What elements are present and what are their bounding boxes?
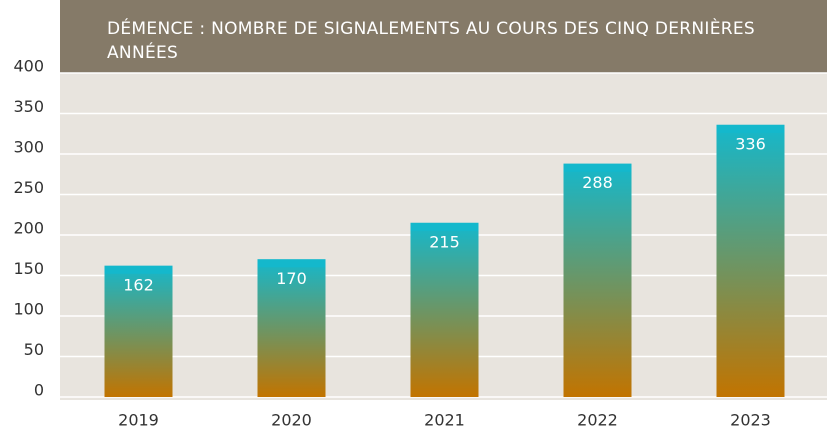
x-tick-label: 2019 bbox=[118, 411, 159, 430]
bar-cap bbox=[104, 265, 173, 274]
value-label: 162 bbox=[123, 275, 154, 294]
bar bbox=[257, 259, 326, 397]
y-tick-label: 300 bbox=[13, 138, 44, 157]
y-tick-label: 100 bbox=[13, 300, 44, 319]
y-tick-label: 350 bbox=[13, 97, 44, 116]
bar-cap bbox=[257, 259, 326, 268]
value-label: 170 bbox=[276, 269, 307, 288]
y-tick-label: 50 bbox=[24, 340, 44, 359]
bar bbox=[563, 163, 632, 397]
bar-cap bbox=[716, 124, 785, 133]
value-label: 215 bbox=[429, 232, 460, 251]
y-tick-label: 400 bbox=[13, 57, 44, 76]
y-tick-label: 250 bbox=[13, 178, 44, 197]
bar bbox=[104, 265, 173, 397]
bar bbox=[716, 124, 785, 397]
y-tick-label: 0 bbox=[34, 381, 44, 400]
y-tick-label: 150 bbox=[13, 259, 44, 278]
bar-cap bbox=[563, 163, 632, 172]
bar bbox=[410, 222, 479, 397]
x-tick-label: 2020 bbox=[271, 411, 312, 430]
bar-cap bbox=[410, 222, 479, 231]
title-band bbox=[60, 0, 827, 73]
x-tick-label: 2021 bbox=[424, 411, 465, 430]
value-label: 288 bbox=[582, 173, 613, 192]
y-tick-label: 200 bbox=[13, 219, 44, 238]
x-tick-label: 2023 bbox=[730, 411, 771, 430]
value-label: 336 bbox=[735, 134, 766, 153]
chart-title: DÉMENCE : NOMBRE DE SIGNALEMENTS AU COUR… bbox=[107, 19, 756, 63]
x-tick-label: 2022 bbox=[577, 411, 618, 430]
